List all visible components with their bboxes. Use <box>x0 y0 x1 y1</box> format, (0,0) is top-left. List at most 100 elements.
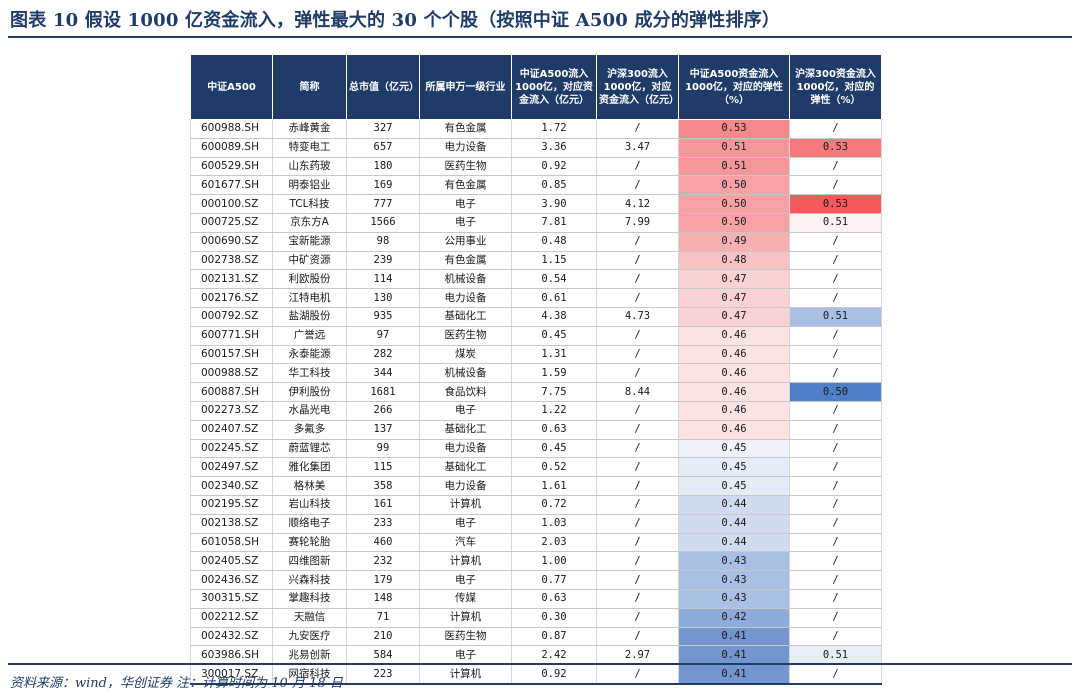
market-cap: 935 <box>346 307 420 327</box>
a500-elasticity: 0.50 <box>678 213 790 233</box>
bottom-rule <box>8 663 1072 665</box>
a500-elasticity: 0.47 <box>678 269 790 290</box>
a500-inflow: 1.61 <box>511 476 597 496</box>
table-body: 600988.SH 赤峰黄金 327 有色金属 1.72/0.53/600089.SH 特… <box>190 119 882 685</box>
stock-code: 002407.SZ <box>190 420 273 440</box>
industry: 基础化工 <box>419 307 512 327</box>
hs300-elasticity: 0.53 <box>789 194 882 214</box>
col-header-hs300-elasticity: 沪深300资金流入1000亿，对应的弹性（%） <box>789 54 882 120</box>
table-header: 中证A500 简称 总市值（亿元） 所属申万一级行业 中证A500流入1000亿，对应资… <box>190 54 882 120</box>
stock-code: 000725.SZ <box>190 213 273 233</box>
stock-code: 002245.SZ <box>190 439 273 459</box>
stock-code: 002432.SZ <box>190 627 273 647</box>
stock-code: 300315.SZ <box>190 589 273 609</box>
stock-name: 赛轮轮胎 <box>272 533 347 553</box>
stock-name: 水晶光电 <box>272 401 347 421</box>
hs300-elasticity: 0.51 <box>789 213 882 233</box>
stock-name: 天融信 <box>272 608 347 628</box>
hs300-inflow: / <box>596 251 679 271</box>
a500-inflow: 0.63 <box>511 420 597 440</box>
stock-name: 蔚蓝锂芯 <box>272 439 347 459</box>
table-row: 002245.SZ 蔚蓝锂芯 99 电力设备 0.45/0.45/ <box>190 439 882 459</box>
hs300-elasticity: / <box>789 363 882 384</box>
a500-elasticity: 0.46 <box>678 382 790 402</box>
market-cap: 232 <box>346 551 420 572</box>
market-cap: 179 <box>346 570 420 590</box>
stock-code: 600988.SH <box>190 119 273 139</box>
industry: 有色金属 <box>419 175 512 196</box>
table-row: 601058.SH 赛轮轮胎 460 汽车 2.03/0.44/ <box>190 533 882 553</box>
hs300-elasticity: / <box>789 457 882 478</box>
hs300-elasticity: / <box>789 439 882 459</box>
stock-code: 002131.SZ <box>190 269 273 290</box>
stock-name: 伊利股份 <box>272 382 347 402</box>
stock-name: 兴森科技 <box>272 570 347 590</box>
table-row: 000988.SZ 华工科技 344 机械设备 1.59/0.46/ <box>190 363 882 384</box>
col-header-name: 简称 <box>272 54 347 120</box>
elasticity-table: 中证A500 简称 总市值（亿元） 所属申万一级行业 中证A500流入1000亿，对应资… <box>190 54 882 685</box>
hs300-elasticity: / <box>789 589 882 609</box>
table-row: 002340.SZ 格林美 358 电力设备 1.61/0.45/ <box>190 476 882 496</box>
hs300-elasticity: 0.51 <box>789 645 882 666</box>
a500-elasticity: 0.43 <box>678 551 790 572</box>
hs300-inflow: 4.73 <box>596 307 679 327</box>
source-note: 资料来源：wind，华创证券 注：计算时间为 10 月 18 日 <box>10 676 343 691</box>
stock-name: 雅化集团 <box>272 457 347 478</box>
stock-name: 四维图新 <box>272 551 347 572</box>
hs300-elasticity: / <box>789 533 882 553</box>
a500-inflow: 0.54 <box>511 269 597 290</box>
a500-elasticity: 0.46 <box>678 363 790 384</box>
market-cap: 210 <box>346 627 420 647</box>
stock-name: 顺络电子 <box>272 514 347 534</box>
industry: 电子 <box>419 514 512 534</box>
stock-code: 601058.SH <box>190 533 273 553</box>
market-cap: 584 <box>346 645 420 666</box>
table-row: 600157.SH 永泰能源 282 煤炭 1.31/0.46/ <box>190 345 882 365</box>
hs300-elasticity: / <box>789 326 882 346</box>
table-row: 600771.SH 广誉远 97 医药生物 0.45/0.46/ <box>190 326 882 346</box>
a500-inflow: 1.22 <box>511 401 597 421</box>
stock-name: 九安医疗 <box>272 627 347 647</box>
hs300-inflow: / <box>596 232 679 252</box>
table-row: 600529.SH 山东药玻 180 医药生物 0.92/0.51/ <box>190 157 882 177</box>
hs300-elasticity: / <box>789 495 882 515</box>
stock-name: 网宿科技 <box>272 664 347 685</box>
stock-name: 岩山科技 <box>272 495 347 515</box>
hs300-elasticity: / <box>789 251 882 271</box>
stock-name: 格林美 <box>272 476 347 496</box>
hs300-elasticity: / <box>789 269 882 290</box>
hs300-inflow: / <box>596 589 679 609</box>
a500-elasticity: 0.50 <box>678 175 790 196</box>
industry: 电子 <box>419 194 512 214</box>
market-cap: 460 <box>346 533 420 553</box>
industry: 公用事业 <box>419 232 512 252</box>
a500-elasticity: 0.51 <box>678 138 790 158</box>
table-row: 601677.SH 明泰铝业 169 有色金属 0.85/0.50/ <box>190 175 882 196</box>
market-cap: 71 <box>346 608 420 628</box>
stock-name: 盐湖股份 <box>272 307 347 327</box>
market-cap: 1566 <box>346 213 420 233</box>
hs300-inflow: / <box>596 570 679 590</box>
hs300-inflow: / <box>596 326 679 346</box>
market-cap: 137 <box>346 420 420 440</box>
stock-name: TCL科技 <box>272 194 347 214</box>
a500-elasticity: 0.45 <box>678 476 790 496</box>
a500-inflow: 0.77 <box>511 570 597 590</box>
a500-inflow: 0.52 <box>511 457 597 478</box>
table-row: 002738.SZ 中矿资源 239 有色金属 1.15/0.48/ <box>190 251 882 271</box>
a500-inflow: 0.92 <box>511 157 597 177</box>
col-header-a500-elasticity: 中证A500资金流入1000亿，对应的弹性（%） <box>678 54 790 120</box>
hs300-inflow: / <box>596 119 679 139</box>
hs300-elasticity: 0.50 <box>789 382 882 402</box>
industry: 食品饮料 <box>419 382 512 402</box>
a500-elasticity: 0.43 <box>678 570 790 590</box>
stock-name: 华工科技 <box>272 363 347 384</box>
hs300-elasticity: / <box>789 345 882 365</box>
stock-name: 多氟多 <box>272 420 347 440</box>
stock-name: 掌趣科技 <box>272 589 347 609</box>
industry: 计算机 <box>419 495 512 515</box>
stock-code: 601677.SH <box>190 175 273 196</box>
hs300-inflow: / <box>596 476 679 496</box>
table-row: 600988.SH 赤峰黄金 327 有色金属 1.72/0.53/ <box>190 119 882 139</box>
hs300-inflow: / <box>596 363 679 384</box>
